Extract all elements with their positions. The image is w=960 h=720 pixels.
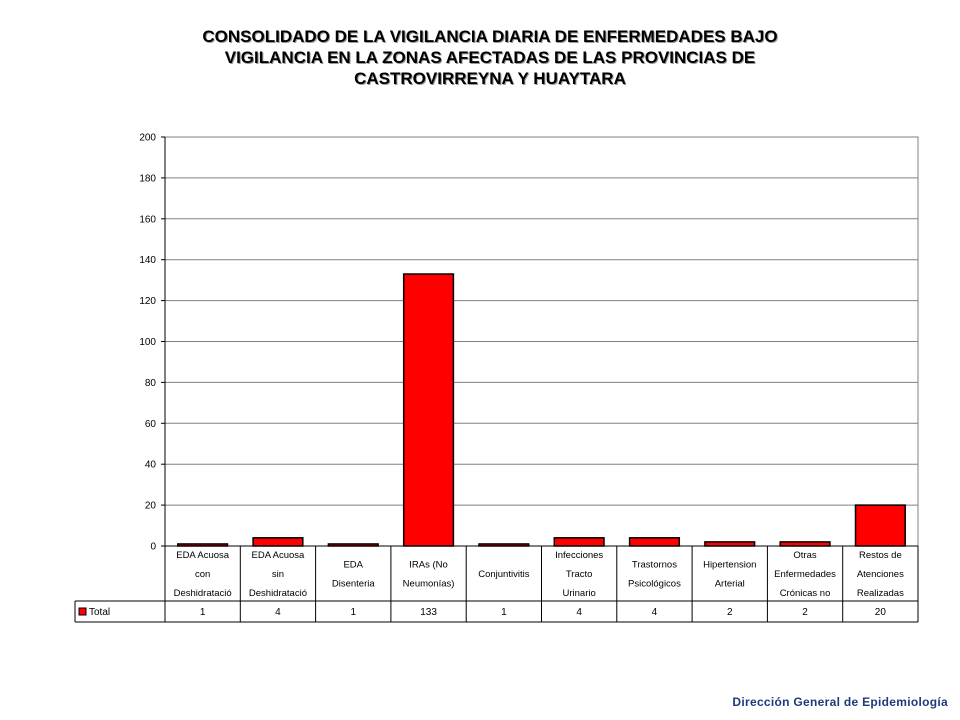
category-label: con	[195, 569, 210, 580]
y-tick-label: 160	[139, 214, 156, 225]
bar	[628, 537, 681, 547]
category-label: Atenciones	[857, 569, 904, 580]
category-label: Restos de	[859, 550, 902, 561]
data-value-label: 2	[727, 607, 733, 618]
data-value-label: 1	[501, 607, 507, 618]
category-label: Infecciones	[555, 550, 603, 561]
category-label: Psicológicos	[628, 579, 681, 590]
bar	[252, 537, 304, 547]
category-label: Urinario	[563, 588, 596, 599]
data-value-label: 4	[576, 607, 582, 618]
y-tick-label: 140	[139, 255, 156, 266]
category-label: IRAs (No	[409, 560, 448, 571]
category-label: Otras	[793, 550, 816, 561]
category-label: EDA Acuosa	[176, 550, 230, 561]
category-label: Neumonías)	[403, 579, 455, 590]
category-label: Disenteria	[332, 579, 375, 590]
category-label: EDA Acuosa	[252, 550, 306, 561]
data-value-label: 133	[420, 607, 437, 618]
y-tick-label: 0	[150, 542, 156, 553]
category-label: Deshidratació	[174, 588, 232, 599]
title-line-2: VIGILANCIA EN LA ZONAS AFECTADAS DE LAS …	[224, 48, 756, 67]
chart-title: CONSOLIDADO DE LA VIGILANCIA DIARIA DE E…	[150, 26, 830, 89]
bar	[704, 541, 756, 547]
data-value-label: 20	[875, 607, 887, 618]
category-label: Tracto	[566, 569, 593, 580]
footer-credit: Dirección General de Epidemiología	[732, 695, 948, 709]
legend-label: Total	[89, 607, 110, 618]
data-value-label: 1	[350, 607, 356, 618]
bar	[854, 504, 906, 547]
category-label: Realizadas	[857, 588, 904, 599]
y-tick-label: 60	[145, 419, 157, 430]
category-label: EDA	[343, 560, 363, 571]
category-label: Hipertension	[703, 560, 756, 571]
title-line-1: CONSOLIDADO DE LA VIGILANCIA DIARIA DE E…	[202, 27, 778, 46]
data-value-label: 4	[275, 607, 281, 618]
category-label: Conjuntivitis	[478, 569, 529, 580]
y-tick-label: 100	[139, 337, 156, 348]
data-value-label: 4	[652, 607, 658, 618]
legend-key	[78, 607, 87, 616]
category-label: sin	[272, 569, 284, 580]
y-tick-label: 80	[145, 378, 157, 389]
y-tick-label: 20	[145, 501, 157, 512]
category-label: Arterial	[715, 579, 745, 590]
category-label: Trastornos	[632, 560, 677, 571]
bar	[779, 541, 831, 547]
category-label: Crónicas no	[780, 588, 831, 599]
y-tick-label: 200	[139, 133, 156, 144]
data-value-label: 1	[200, 607, 206, 618]
category-label: Deshidratació	[249, 588, 307, 599]
bar	[402, 273, 455, 547]
y-tick-label: 120	[139, 296, 156, 307]
category-label: Enfermedades	[774, 569, 836, 580]
bar	[553, 537, 605, 547]
data-value-label: 2	[802, 607, 808, 618]
title-line-3: CASTROVIRREYNA Y HUAYTARA	[354, 69, 626, 88]
y-tick-label: 180	[139, 173, 156, 184]
y-tick-label: 40	[145, 460, 157, 471]
